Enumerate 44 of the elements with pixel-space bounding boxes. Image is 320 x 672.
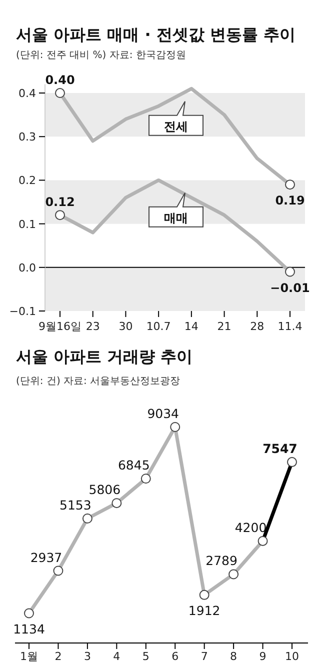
data-label: 1134 bbox=[13, 621, 45, 636]
data-label: 9034 bbox=[147, 406, 180, 421]
chart-title: 서울 아파트 거래량 추이 bbox=[16, 347, 193, 366]
y-tick-label: 0.0 bbox=[18, 261, 36, 274]
x-tick-label: 9월16일 bbox=[38, 320, 82, 333]
x-tick-label: 9 bbox=[259, 650, 266, 663]
data-label: 0.40 bbox=[45, 73, 75, 88]
data-label: 1912 bbox=[188, 602, 220, 618]
x-tick-label: 11.4 bbox=[278, 320, 302, 333]
data-label: 7547 bbox=[262, 441, 298, 456]
x-tick-label: 1월 bbox=[20, 650, 38, 663]
y-tick-label: 0.1 bbox=[18, 218, 36, 231]
data-label: 5806 bbox=[88, 482, 121, 498]
y-tick-label: −0.1 bbox=[9, 305, 36, 318]
chart-subtitle: (단위: 건) 자료: 서울부동산정보광장 bbox=[16, 376, 180, 387]
data-label: 6845 bbox=[118, 458, 150, 473]
data-label: −0.01 bbox=[270, 280, 310, 295]
data-label: 2937 bbox=[30, 550, 62, 565]
chart-title: 서울 아파트 매매 · 전셋값 변동률 추이 bbox=[16, 25, 296, 44]
x-tick-label: 23 bbox=[86, 320, 100, 333]
x-tick-label: 28 bbox=[250, 320, 264, 333]
chart-subtitle: (단위: 전주 대비 %) 자료: 한국감정원 bbox=[16, 50, 186, 61]
x-tick-label: 3 bbox=[84, 650, 91, 663]
x-tick-label: 30 bbox=[118, 320, 133, 333]
series-label: 매매 bbox=[164, 210, 188, 225]
x-tick-label: 4 bbox=[113, 650, 120, 663]
x-tick-label: 6 bbox=[172, 650, 179, 663]
y-tick-label: 0.2 bbox=[18, 174, 36, 188]
x-tick-label: 5 bbox=[142, 650, 150, 663]
y-tick-label: 0.3 bbox=[18, 130, 36, 144]
data-label: 0.12 bbox=[45, 195, 75, 210]
data-label: 5153 bbox=[60, 498, 92, 513]
data-label: 2789 bbox=[206, 553, 238, 568]
x-tick-label: 21 bbox=[217, 320, 232, 333]
data-label: 4200 bbox=[234, 520, 267, 535]
x-tick-label: 10.7 bbox=[146, 320, 171, 333]
x-tick-label: 14 bbox=[184, 320, 198, 333]
x-tick-label: 8 bbox=[230, 650, 238, 663]
x-tick-label: 7 bbox=[200, 650, 208, 663]
y-tick-label: 0.4 bbox=[18, 87, 36, 100]
data-label: 0.19 bbox=[275, 194, 305, 208]
series-label: 전세 bbox=[164, 119, 188, 134]
x-tick-label: 2 bbox=[54, 650, 62, 663]
x-tick-label: 10 bbox=[285, 650, 299, 663]
